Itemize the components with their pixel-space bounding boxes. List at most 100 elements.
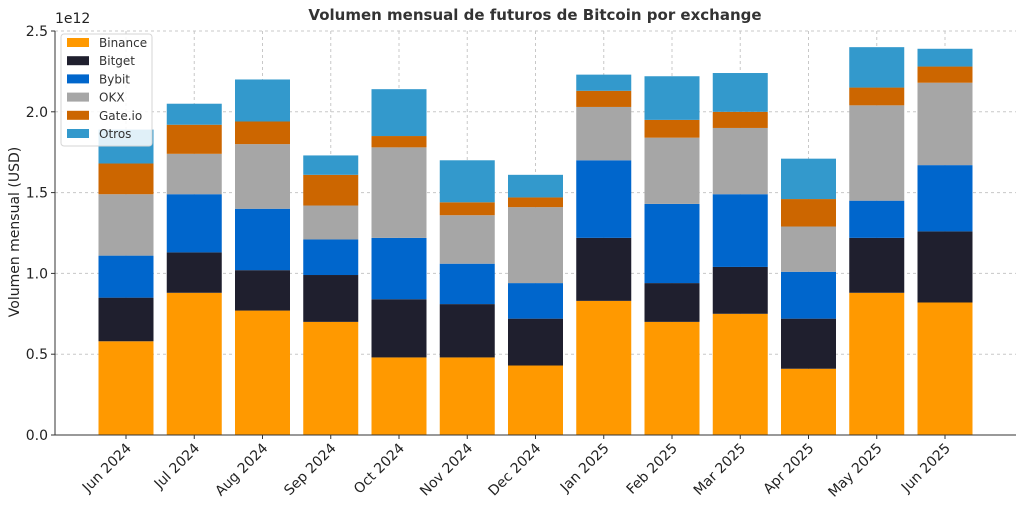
bar-segment-okx bbox=[166, 153, 222, 195]
bar-segment-okx bbox=[644, 137, 700, 204]
bar-segment-bitget bbox=[439, 304, 495, 358]
x-tick-label: Oct 2024 bbox=[351, 440, 408, 497]
bar-segment-bitget bbox=[303, 275, 359, 322]
legend-swatch bbox=[67, 110, 89, 120]
bar-segment-gate-io bbox=[781, 199, 836, 227]
y-tick-label: 1.5 bbox=[26, 186, 48, 202]
y-tick-label: 2.0 bbox=[26, 105, 48, 121]
bar-segment-gate-io bbox=[917, 66, 973, 83]
bar-segment-gate-io bbox=[166, 124, 222, 154]
bar-segment-bitget bbox=[98, 297, 154, 342]
bar-segment-gate-io bbox=[712, 111, 768, 128]
bar-segment-bitget bbox=[849, 237, 905, 293]
bar-segment-otros bbox=[576, 74, 632, 91]
bar-segment-gate-io bbox=[849, 87, 905, 106]
y-tick-label: 0.5 bbox=[26, 347, 48, 363]
bar-segment-gate-io bbox=[644, 119, 700, 138]
bar-segment-bitget bbox=[781, 318, 836, 369]
x-tick-label: Apr 2025 bbox=[761, 441, 818, 498]
bar-segment-bybit bbox=[439, 263, 495, 305]
bar-segment-bybit bbox=[849, 200, 905, 238]
bar-segment-bitget bbox=[508, 318, 563, 366]
bars bbox=[98, 47, 973, 435]
bar-segment-bybit bbox=[712, 194, 768, 267]
bar-segment-gate-io bbox=[303, 174, 359, 206]
bar-segment-okx bbox=[849, 105, 905, 201]
y-tick-label: 0.0 bbox=[26, 428, 48, 444]
bar-segment-bitget bbox=[576, 237, 632, 301]
bar-segment-okx bbox=[303, 205, 359, 240]
bar-segment-gate-io bbox=[439, 202, 495, 216]
bar-segment-binance bbox=[917, 302, 973, 435]
bar-segment-bitget bbox=[712, 266, 768, 314]
bar-segment-binance bbox=[712, 313, 768, 435]
bar-segment-gate-io bbox=[98, 163, 154, 195]
x-tick-label: Jan 2025 bbox=[557, 441, 613, 497]
x-tick-label: Dec 2024 bbox=[486, 440, 545, 499]
bar-segment-bybit bbox=[371, 237, 427, 300]
bar-segment-okx bbox=[371, 147, 427, 238]
bar-segment-bitget bbox=[371, 299, 427, 358]
legend-label: Otros bbox=[99, 127, 131, 141]
bar-segment-otros bbox=[917, 48, 973, 67]
bar-segment-bybit bbox=[303, 239, 359, 276]
bar-segment-binance bbox=[781, 368, 836, 435]
bar-segment-bybit bbox=[781, 271, 836, 319]
y-offset-label: 1e12 bbox=[55, 11, 90, 27]
y-tick-label: 2.5 bbox=[26, 24, 48, 40]
bar-segment-otros bbox=[849, 47, 905, 88]
bar-segment-otros bbox=[166, 103, 222, 125]
bar-segment-bybit bbox=[98, 255, 154, 298]
bar-segment-binance bbox=[849, 292, 905, 435]
legend-label: Binance bbox=[99, 36, 147, 50]
bar-segment-bybit bbox=[508, 283, 563, 319]
legend: Binance Bitget Bybit OKX Gate.io Otros bbox=[60, 33, 153, 147]
bar-segment-gate-io bbox=[508, 197, 563, 208]
axes bbox=[51, 30, 1016, 439]
chart-title: Volumen mensual de futuros de Bitcoin po… bbox=[308, 6, 761, 24]
bar-segment-binance bbox=[508, 365, 563, 435]
bar-segment-binance bbox=[439, 357, 495, 435]
x-tick-label: Jun 2025 bbox=[898, 441, 954, 497]
bar-segment-okx bbox=[917, 82, 973, 166]
bar-segment-bitget bbox=[917, 231, 973, 303]
bar-segment-binance bbox=[166, 292, 222, 435]
y-axis-label: Volumen mensual (USD) bbox=[7, 147, 23, 317]
bar-segment-okx bbox=[576, 106, 632, 161]
bar-segment-gate-io bbox=[235, 121, 290, 145]
bar-segment-bybit bbox=[644, 203, 700, 284]
x-tick-label: Aug 2024 bbox=[212, 440, 271, 499]
legend-label: Gate.io bbox=[99, 109, 142, 123]
bar-segment-okx bbox=[439, 215, 495, 264]
y-tick-label: 1.0 bbox=[26, 266, 48, 282]
bar-segment-bybit bbox=[235, 208, 290, 271]
bar-segment-gate-io bbox=[576, 90, 632, 107]
bar-segment-binance bbox=[98, 341, 154, 435]
legend-label: Bitget bbox=[99, 54, 135, 68]
bar-segment-otros bbox=[712, 73, 768, 112]
bar-segment-otros bbox=[781, 158, 836, 200]
bar-segment-okx bbox=[712, 127, 768, 195]
bar-segment-bybit bbox=[576, 160, 632, 238]
bar-segment-binance bbox=[644, 321, 700, 435]
bar-segment-otros bbox=[303, 155, 359, 175]
bar-segment-binance bbox=[371, 357, 427, 435]
x-tick-label: Sep 2024 bbox=[281, 440, 339, 498]
legend-swatch bbox=[67, 74, 89, 84]
bar-segment-okx bbox=[781, 226, 836, 272]
bar-segment-binance bbox=[235, 310, 290, 435]
legend-label: OKX bbox=[99, 91, 125, 105]
bar-segment-bybit bbox=[166, 194, 222, 253]
legend-swatch bbox=[67, 56, 89, 66]
x-tick-label: Jun 2024 bbox=[79, 440, 135, 496]
bar-segment-otros bbox=[439, 160, 495, 203]
bar-segment-bitget bbox=[235, 270, 290, 311]
x-tick-label: Feb 2025 bbox=[624, 441, 681, 498]
bar-segment-okx bbox=[98, 194, 154, 256]
x-tick-label: Mar 2025 bbox=[691, 441, 749, 499]
legend-swatch bbox=[67, 129, 89, 138]
bar-segment-bitget bbox=[644, 283, 700, 322]
bar-segment-otros bbox=[508, 174, 563, 198]
bar-segment-binance bbox=[576, 300, 632, 435]
